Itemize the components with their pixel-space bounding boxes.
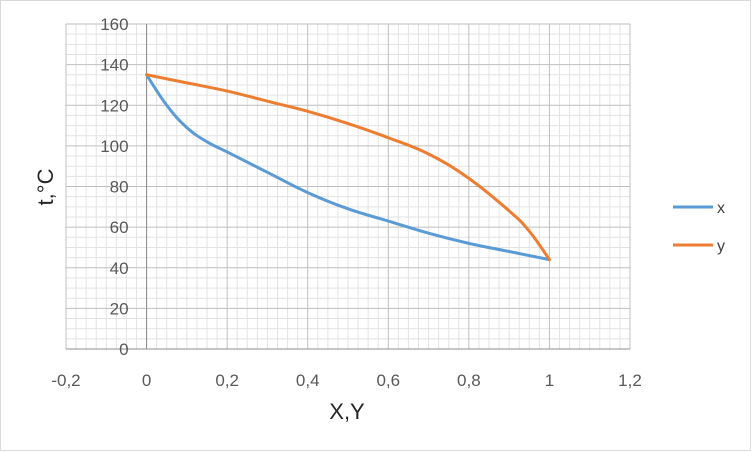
y-tick-label: 80 [110, 178, 129, 197]
legend-label-x: x [717, 200, 725, 217]
legend: x y [673, 200, 725, 255]
x-tick-label: -0,2 [51, 371, 80, 390]
y-tick-label: 160 [100, 15, 128, 34]
x-tick-label: 0 [142, 371, 151, 390]
x-tick-label: 1,2 [618, 371, 642, 390]
y-tick-label: 0 [119, 340, 128, 359]
x-tick-label: 0,2 [215, 371, 239, 390]
x-tick-label: 0,6 [376, 371, 400, 390]
y-axis-title: t,°C [33, 168, 58, 205]
series-line-y [145, 73, 551, 262]
y-tick-label: 140 [100, 56, 128, 75]
y-tick-label: 60 [110, 218, 129, 237]
y-tick-label: 100 [100, 137, 128, 156]
series-line-x [145, 73, 551, 262]
x-axis-title: X,Y [329, 399, 365, 424]
x-tick-label: 0,8 [457, 371, 481, 390]
axes [66, 24, 630, 350]
y-tick-label: 120 [100, 96, 128, 115]
series-lines [145, 73, 551, 262]
y-tick-label: 40 [110, 259, 129, 278]
x-tick-label: 1 [545, 371, 554, 390]
x-tick-label: 0,4 [296, 371, 320, 390]
y-tick-label: 20 [110, 299, 129, 318]
tick-labels: -0,2 0 0,2 0,4 0,6 0,8 1 1,2 0 20 40 60 80 100 120 140 1… [51, 15, 641, 390]
legend-label-y: y [717, 238, 725, 255]
